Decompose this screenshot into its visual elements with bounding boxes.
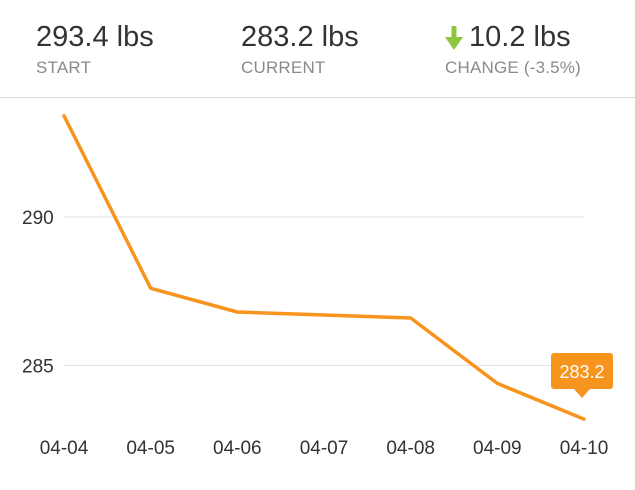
start-stat: 293.4 lbs START	[36, 20, 154, 78]
start-label: START	[36, 58, 154, 78]
change-label: CHANGE (-3.5%)	[445, 58, 581, 78]
arrow-down-icon	[445, 25, 463, 51]
weight-chart: 285 290 04-04 04-05 04-06 04-07 04-08 04-09 04-…	[0, 98, 635, 485]
start-value: 293.4 lbs	[36, 20, 154, 54]
x-tick-label: 04-07	[300, 438, 349, 459]
callout-pointer	[574, 389, 590, 398]
y-tick-label: 290	[22, 208, 54, 229]
weight-line	[64, 116, 584, 419]
change-value-row: 10.2 lbs	[445, 20, 581, 54]
x-tick-label: 04-09	[473, 438, 522, 459]
y-tick-label: 285	[22, 357, 54, 378]
callout-label: 283.2	[559, 362, 604, 382]
x-tick-label: 04-05	[126, 438, 175, 459]
x-tick-label: 04-04	[40, 438, 89, 459]
current-value: 283.2 lbs	[241, 20, 359, 54]
change-value: 10.2 lbs	[469, 20, 571, 54]
x-tick-label: 04-10	[560, 438, 609, 459]
x-tick-label: 04-08	[386, 438, 435, 459]
stats-header: 293.4 lbs START 283.2 lbs CURRENT 10.2 l…	[0, 0, 635, 98]
change-stat: 10.2 lbs CHANGE (-3.5%)	[445, 20, 581, 78]
current-stat: 283.2 lbs CURRENT	[241, 20, 359, 78]
current-label: CURRENT	[241, 58, 359, 78]
x-tick-label: 04-06	[213, 438, 262, 459]
value-callout: 283.2	[551, 353, 613, 398]
line-chart-svg: 285 290 04-04 04-05 04-06 04-07 04-08 04-09 04-…	[0, 98, 635, 485]
